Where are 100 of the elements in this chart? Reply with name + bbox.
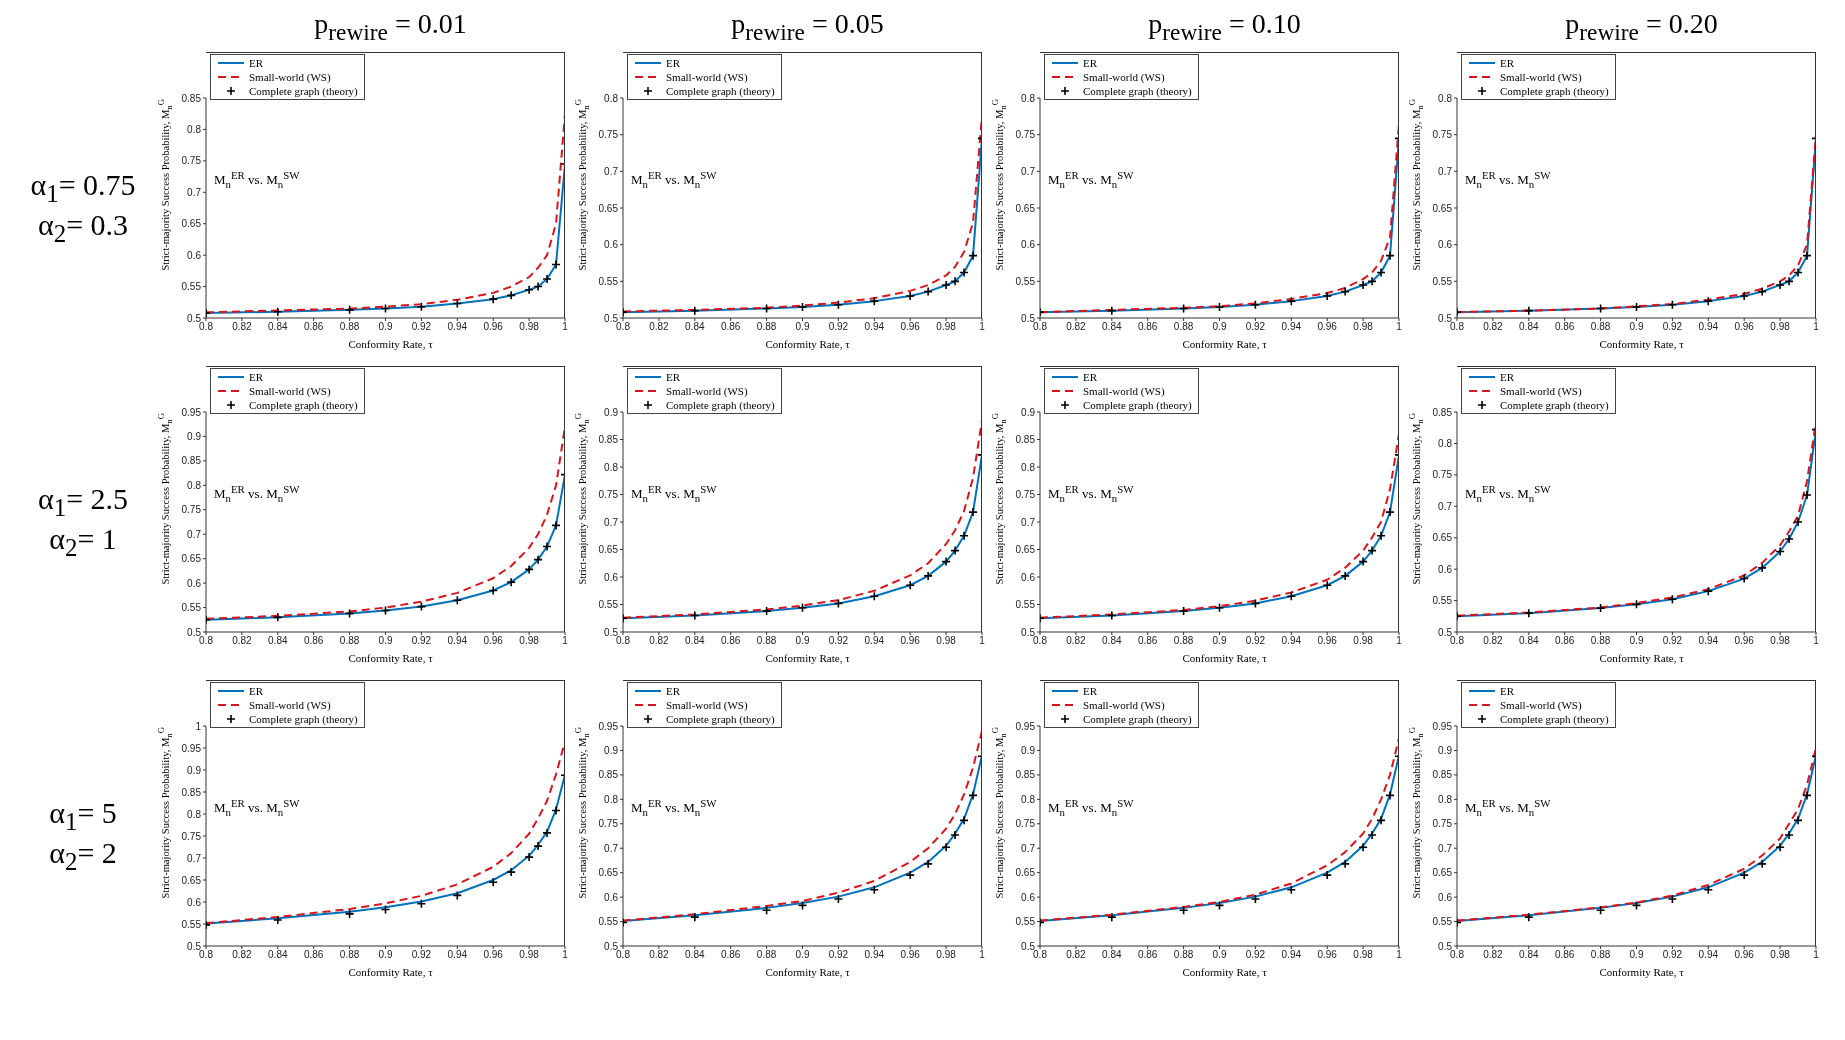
x-tick-label: 0.8 xyxy=(199,949,214,961)
y-tick-label: 0.65 xyxy=(598,544,619,556)
x-axis-title: Conformity Rate, τ xyxy=(1598,652,1685,666)
x-tick-label: 0.96 xyxy=(1317,635,1338,647)
x-tick-label: 0.9 xyxy=(1212,321,1227,333)
x-tick-label: 0.9 xyxy=(795,635,810,647)
y-tick-label: 0.85 xyxy=(181,786,202,798)
x-tick-label: 0.82 xyxy=(1066,949,1087,961)
legend-label: Complete graph (theory) xyxy=(666,713,775,725)
legend-label: Small-world (WS) xyxy=(1500,71,1582,83)
y-tick-label: 0.5 xyxy=(1021,312,1036,324)
x-axis-title: Conformity Rate, τ xyxy=(1181,338,1268,352)
x-axis-title: Conformity Rate, τ xyxy=(764,338,851,352)
y-tick-label: 0.75 xyxy=(181,504,202,516)
x-tick-label: 0.92 xyxy=(1662,949,1683,961)
legend-label: Small-world (WS) xyxy=(249,385,331,397)
legend-label: ER xyxy=(1083,685,1098,697)
x-axis-title: Conformity Rate, τ xyxy=(347,966,434,980)
y-tick-label: 0.85 xyxy=(1015,434,1036,446)
x-tick-label: 0.9 xyxy=(378,635,393,647)
x-tick-label: 0.92 xyxy=(1662,321,1683,333)
legend-label: Small-world (WS) xyxy=(249,71,331,83)
x-tick-label: 1 xyxy=(979,635,986,647)
legend-label: Small-world (WS) xyxy=(666,699,748,711)
y-tick-label: 1 xyxy=(195,720,202,732)
y-tick-label: 0.5 xyxy=(1021,940,1036,952)
x-tick-label: 0.82 xyxy=(1483,949,1504,961)
x-tick-label: 1 xyxy=(979,949,986,961)
x-tick-label: 0.88 xyxy=(756,635,777,647)
y-tick-label: 0.6 xyxy=(1021,571,1036,583)
x-tick-label: 0.94 xyxy=(1698,949,1719,961)
x-tick-label: 0.86 xyxy=(303,949,324,961)
x-tick-label: 0.84 xyxy=(268,635,288,647)
x-tick-label: 0.86 xyxy=(1137,949,1158,961)
x-axis-title: Conformity Rate, τ xyxy=(764,966,851,980)
y-tick-label: 0.55 xyxy=(598,275,619,287)
text: α$_{1}$= 0.75 xyxy=(30,168,136,208)
x-tick-label: 0.82 xyxy=(1483,635,1504,647)
legend-label: Complete graph (theory) xyxy=(1500,85,1609,97)
x-tick-label: 0.96 xyxy=(900,635,921,647)
x-tick-label: 0.98 xyxy=(936,635,957,647)
y-tick-label: 0.65 xyxy=(1015,202,1036,214)
y-tick-label: 0.8 xyxy=(1021,92,1036,104)
y-tick-label: 0.65 xyxy=(1015,544,1036,556)
legend-label: Small-world (WS) xyxy=(666,385,748,397)
text: α$_{1}$= 2.5 xyxy=(37,482,129,522)
y-tick-label: 0.6 xyxy=(1021,891,1036,903)
x-tick-label: 0.88 xyxy=(339,635,360,647)
y-tick-label: 0.6 xyxy=(1438,563,1453,575)
x-tick-label: 0.96 xyxy=(1734,321,1755,333)
y-tick-label: 0.55 xyxy=(1015,916,1036,928)
x-tick-label: 0.96 xyxy=(1317,321,1338,333)
y-tick-label: 0.7 xyxy=(1021,516,1036,528)
chart-title: p$_{rewire}$ = 0.20 xyxy=(1564,8,1719,46)
x-tick-label: 1 xyxy=(562,321,569,333)
y-tick-label: 0.75 xyxy=(1432,469,1453,481)
x-axis-title: Conformity Rate, τ xyxy=(1181,966,1268,980)
x-tick-label: 0.9 xyxy=(795,321,810,333)
x-tick-label: 0.84 xyxy=(1519,635,1539,647)
x-tick-label: 0.98 xyxy=(1770,321,1791,333)
y-tick-label: 0.75 xyxy=(598,129,619,141)
y-tick-label: 0.85 xyxy=(598,434,619,446)
y-tick-label: 0.5 xyxy=(1021,626,1036,638)
x-tick-label: 0.98 xyxy=(1770,635,1791,647)
x-tick-label: 0.8 xyxy=(1033,635,1048,647)
x-tick-label: 0.84 xyxy=(685,321,705,333)
x-tick-label: 0.98 xyxy=(1353,635,1374,647)
y-tick-label: 0.5 xyxy=(187,626,202,638)
x-tick-label: 0.9 xyxy=(1629,949,1644,961)
x-axis-title: Conformity Rate, τ xyxy=(1598,338,1685,352)
legend-label: ER xyxy=(1500,685,1515,697)
x-tick-label: 0.96 xyxy=(483,321,504,333)
legend-label: Small-world (WS) xyxy=(1500,385,1582,397)
text: α$_{1}$= 5 xyxy=(49,796,117,836)
x-tick-label: 0.94 xyxy=(864,321,885,333)
x-tick-label: 0.96 xyxy=(483,949,504,961)
x-tick-label: 0.98 xyxy=(519,321,540,333)
legend-label: Complete graph (theory) xyxy=(1500,399,1609,411)
x-tick-label: 1 xyxy=(562,949,569,961)
x-tick-label: 1 xyxy=(1813,635,1820,647)
x-tick-label: 0.98 xyxy=(936,949,957,961)
y-tick-label: 0.85 xyxy=(181,455,202,467)
legend-label: Small-world (WS) xyxy=(249,699,331,711)
y-tick-label: 0.9 xyxy=(187,430,202,442)
legend-label: Complete graph (theory) xyxy=(249,399,358,411)
y-tick-label: 0.85 xyxy=(1015,769,1036,781)
x-tick-label: 0.8 xyxy=(616,949,631,961)
x-tick-label: 0.82 xyxy=(649,949,670,961)
text: α$_{2}$= 1 xyxy=(49,522,117,562)
x-tick-label: 0.8 xyxy=(1033,321,1048,333)
y-tick-label: 0.65 xyxy=(181,553,202,565)
y-tick-label: 0.75 xyxy=(181,155,202,167)
y-tick-label: 0.8 xyxy=(1438,793,1453,805)
x-tick-label: 1 xyxy=(979,321,986,333)
y-tick-label: 0.75 xyxy=(598,818,619,830)
x-tick-label: 0.86 xyxy=(1554,321,1575,333)
y-tick-label: 0.85 xyxy=(598,769,619,781)
x-tick-label: 0.94 xyxy=(1281,949,1302,961)
y-tick-label: 0.75 xyxy=(1432,129,1453,141)
y-tick-label: 0.65 xyxy=(1015,867,1036,879)
